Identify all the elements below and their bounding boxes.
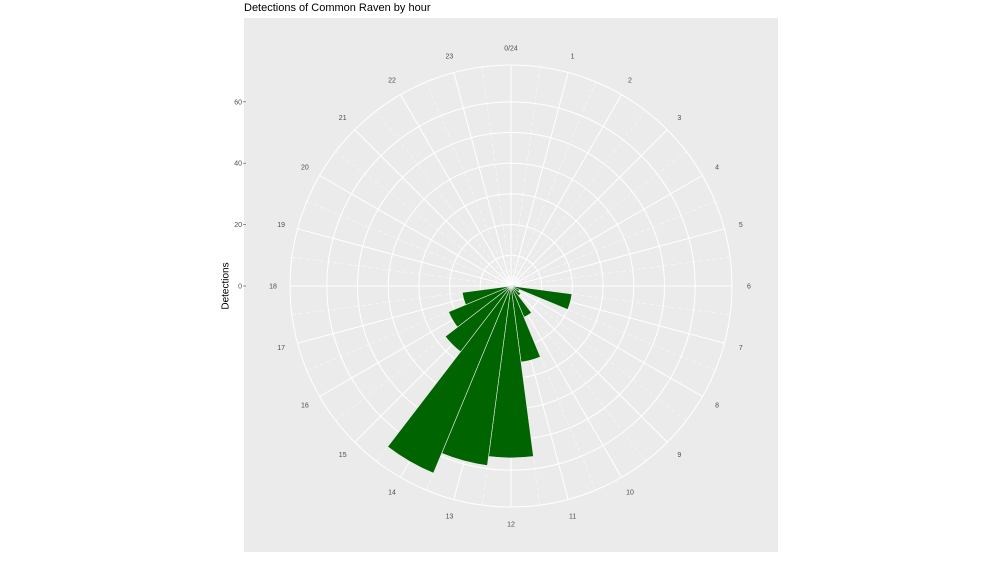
hour-label: 10 <box>626 490 634 497</box>
radial-gridline-minor <box>510 81 596 287</box>
radial-gridline-minor <box>510 201 716 287</box>
radial-gridline <box>510 285 668 443</box>
bar-hour-16 <box>448 285 512 328</box>
hour-label: 0/24 <box>504 46 518 53</box>
hour-label: 17 <box>277 345 285 352</box>
bar-hour-7 <box>510 285 573 310</box>
hour-label: 22 <box>388 77 396 84</box>
radial-gridline <box>453 72 512 287</box>
y-tick-label: 60 <box>234 99 242 106</box>
chart-title: Detections of Common Raven by hour <box>244 2 431 14</box>
radial-gridline-minor <box>376 110 512 287</box>
y-tick-label: 40 <box>234 161 242 168</box>
y-tick-label: 20 <box>234 222 242 229</box>
hour-label: 5 <box>739 222 743 229</box>
y-tick-labels: 0 20 40 60 <box>234 99 246 291</box>
radial-gridline-minor <box>510 66 541 287</box>
hour-label: 14 <box>388 490 396 497</box>
bars-layer <box>387 285 573 474</box>
hour-label: 20 <box>301 165 309 172</box>
radial-gridline-minor <box>510 151 687 287</box>
radial-gridline-minor <box>510 285 687 421</box>
hour-label: 8 <box>715 403 719 410</box>
radial-gridline <box>319 175 512 287</box>
radial-gridline <box>510 285 622 478</box>
radial-gridline <box>510 129 668 287</box>
hour-label: 7 <box>739 345 743 352</box>
radial-gridline-minor <box>306 201 512 287</box>
hour-label: 13 <box>446 513 454 520</box>
radial-gridline-minor <box>335 151 512 287</box>
bar-hour-15 <box>444 285 512 353</box>
radial-gridline <box>297 228 512 287</box>
hour-label: 15 <box>339 452 347 459</box>
bar-hour-17 <box>461 285 512 306</box>
hour-label: 23 <box>446 54 454 61</box>
radial-gridline-minor <box>510 285 646 462</box>
hour-label: 16 <box>301 403 309 410</box>
hour-label: 9 <box>677 452 681 459</box>
radial-gridline-minor <box>481 66 512 287</box>
radial-gridline <box>400 94 512 287</box>
radial-gridline <box>510 175 703 287</box>
hour-label: 6 <box>747 284 751 291</box>
bar-hour-14 <box>387 285 512 474</box>
radial-gridline <box>354 129 512 287</box>
hour-label: 21 <box>339 115 347 122</box>
y-tick-label: 0 <box>238 284 242 291</box>
hour-label: 12 <box>507 522 515 529</box>
hour-label: 2 <box>628 77 632 84</box>
radial-gridline <box>510 228 725 287</box>
hour-label: 11 <box>569 513 576 520</box>
radial-gridline <box>510 94 622 287</box>
radial-gridline <box>510 72 569 287</box>
hour-label: 4 <box>715 165 719 172</box>
hour-label: 18 <box>269 284 277 291</box>
radial-gridline-minor <box>510 110 646 287</box>
radial-gridline-minor <box>510 256 731 287</box>
radial-gridline <box>510 285 703 397</box>
hour-label: 1 <box>571 54 575 61</box>
radial-gridline-minor <box>426 81 512 287</box>
hour-labels: 0/24123456789101112131415161718192021222… <box>269 46 751 529</box>
hour-label: 3 <box>677 115 681 122</box>
radial-gridline-minor <box>291 256 512 287</box>
hour-label: 19 <box>277 222 285 229</box>
